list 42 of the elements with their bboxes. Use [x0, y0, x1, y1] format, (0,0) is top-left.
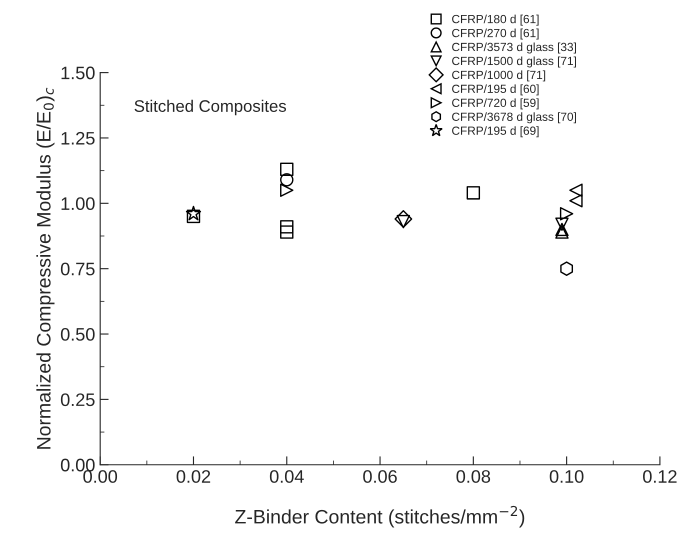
point — [280, 184, 294, 197]
legend-label: CFRP/195 d [60] — [452, 84, 539, 96]
x-tick-label: 0.08 — [456, 470, 490, 483]
point — [466, 186, 480, 200]
point — [186, 210, 200, 224]
point — [569, 184, 583, 197]
point — [560, 207, 574, 220]
legend-label: CFRP/195 d [69] — [452, 126, 539, 138]
point — [555, 222, 569, 236]
text: 1.00 — [62, 197, 95, 210]
x-tick-label: 0.12 — [643, 470, 677, 483]
point — [280, 220, 294, 234]
y-tick-label: 0.75 — [60, 262, 95, 276]
point — [280, 225, 294, 239]
legend-label: CFRP/270 d [61] — [452, 28, 539, 40]
point — [280, 173, 294, 186]
legend-label: CFRP/1500 d glass [71] — [452, 56, 576, 68]
text: 0.00 — [60, 458, 95, 472]
point — [394, 210, 412, 228]
legend-label: CFRP/720 d [59] — [452, 98, 539, 110]
legend-label: CFRP/180 d [61] — [452, 14, 539, 26]
x-tick-label: 0.04 — [270, 470, 304, 483]
y-axis-title: Normalized Compressive Modulus (E/E$_{0}$)$_{c}$ — [36, 88, 54, 449]
legend-label: CFRP/1000 d [71] — [452, 70, 546, 82]
text: 0.10 — [550, 470, 584, 483]
x-axis-title: Z-Binder Content (stitches/mm$^{−2}$) — [235, 506, 524, 528]
y-tick-label: 1.25 — [62, 132, 95, 145]
x-tick-label: 0.06 — [363, 470, 397, 483]
annotation: Stitched Composites — [134, 100, 286, 116]
x-tick-label: 0.02 — [176, 470, 210, 483]
text: 0.50 — [60, 328, 95, 341]
point — [186, 206, 202, 220]
text: 1.50 — [62, 66, 95, 80]
legend-label: CFRP/3678 d glass [70] — [452, 112, 576, 124]
text: 0.00 — [83, 470, 118, 483]
point — [560, 261, 574, 276]
y-tick-label: 0.25 — [60, 393, 95, 406]
point — [569, 194, 583, 208]
point — [555, 218, 569, 231]
legend-label: CFRP/3573 d glass [33] — [452, 42, 576, 54]
point — [555, 225, 569, 239]
point — [280, 162, 294, 176]
